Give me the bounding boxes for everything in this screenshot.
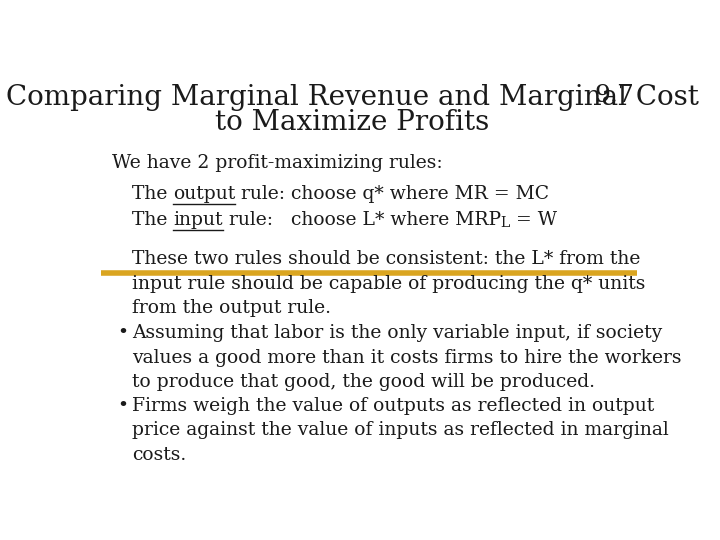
Text: = W: = W [510,211,557,229]
Text: rule: choose q* where MR = MC: rule: choose q* where MR = MC [235,185,549,202]
Text: We have 2 profit-maximizing rules:: We have 2 profit-maximizing rules: [112,154,443,172]
Text: •: • [117,324,128,342]
Text: Firms weigh the value of outputs as reflected in output
price against the value : Firms weigh the value of outputs as refl… [132,397,669,464]
Text: to Maximize Profits: to Maximize Profits [215,109,490,136]
Text: output: output [174,185,235,202]
Text: Comparing Marginal Revenue and Marginal Cost: Comparing Marginal Revenue and Marginal … [6,84,698,111]
Text: •: • [117,397,128,415]
Text: The: The [132,211,174,229]
Text: 9.7: 9.7 [594,84,634,106]
Text: These two rules should be consistent: the L* from the
input rule should be capab: These two rules should be consistent: th… [132,250,645,317]
Text: The: The [132,185,174,202]
Text: rule:   choose L* where MRP: rule: choose L* where MRP [222,211,500,229]
Text: Assuming that labor is the only variable input, if society
values a good more th: Assuming that labor is the only variable… [132,324,681,391]
Text: L: L [500,216,510,230]
Text: input: input [174,211,222,229]
